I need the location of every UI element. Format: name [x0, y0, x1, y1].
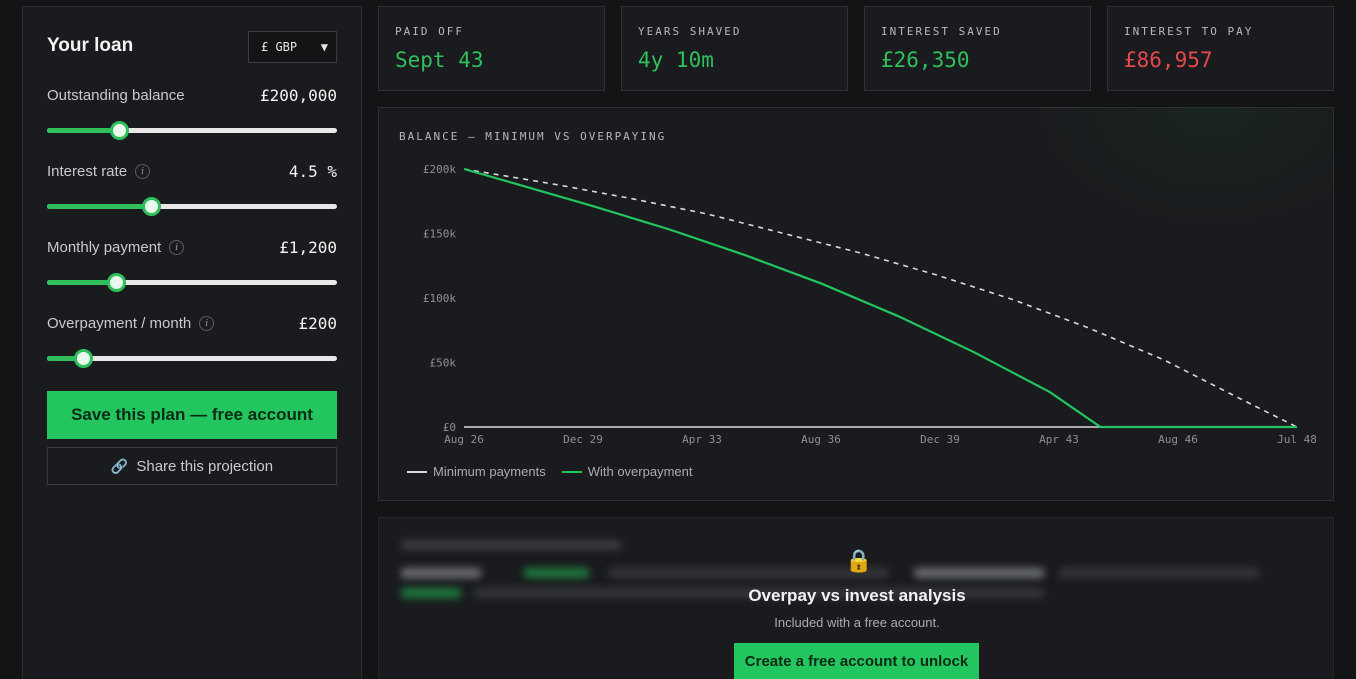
slider-fill [47, 128, 120, 133]
x-tick-label: Apr 43 [1039, 433, 1079, 446]
stat-paid-off: PAID OFF Sept 43 [378, 6, 605, 91]
legend-item-overpayment: With overpayment [561, 464, 693, 479]
loan-panel: Your loan £ GBP ▼ Outstanding balance £2… [22, 6, 362, 679]
x-tick-label: Aug 36 [801, 433, 841, 446]
blurred-content [474, 588, 1044, 598]
interest-rate-label: Interest rate i [47, 163, 151, 180]
locked-subtitle: Included with a free account. [774, 615, 940, 630]
currency-value: £ GBP [261, 40, 298, 54]
y-tick-label: £200k [423, 163, 456, 176]
outstanding-balance-label: Outstanding balance [47, 87, 185, 104]
slider-fill [47, 280, 117, 285]
stat-label: YEARS SHAVED [638, 25, 742, 38]
currency-select[interactable]: £ GBP ▼ [248, 31, 337, 63]
series-line-overpayment [463, 167, 1297, 429]
balance-chart: £0 £50k £100k £150k £200k Aug 26 Dec 29 Apr 33 A… [423, 163, 1317, 446]
y-tick-label: £150k [423, 228, 456, 241]
share-projection-button[interactable]: 🔗 Share this projection [47, 447, 337, 485]
x-tick-label: Apr 33 [682, 433, 722, 446]
create-account-button[interactable]: Create a free account to unlock [734, 643, 979, 679]
y-tick-label: £50k [430, 357, 457, 370]
y-tick-label: £0 [443, 421, 456, 434]
legend-item-minimum: Minimum payments [407, 464, 546, 479]
stat-interest-saved: INTEREST SAVED £26,350 [864, 6, 1091, 91]
overpayment-slider[interactable] [47, 349, 337, 368]
locked-title: Overpay vs invest analysis [748, 586, 966, 605]
stat-label: PAID OFF [395, 25, 464, 38]
slider-fill [47, 204, 152, 209]
lock-icon: 🔒 [845, 548, 873, 573]
locked-analysis-card: 🔒 Overpay vs invest analysis Included wi… [378, 517, 1334, 679]
outstanding-balance-slider[interactable] [47, 121, 337, 140]
loan-panel-title: Your loan [47, 35, 134, 56]
balance-chart-card: BALANCE — MINIMUM VS OVERPAYING £0 £50k £1… [378, 107, 1334, 501]
blurred-content [609, 568, 889, 578]
outstanding-balance-value: £200,000 [259, 86, 337, 105]
stat-value: £26,350 [881, 48, 970, 72]
interest-rate-text: Interest rate [47, 163, 128, 180]
stat-label: INTEREST TO PAY [1124, 25, 1254, 38]
x-tick-label: Jul 48 [1277, 433, 1317, 446]
legend-swatch [407, 470, 427, 473]
monthly-payment-text: Monthly payment [47, 239, 162, 256]
interest-rate-slider[interactable] [47, 197, 337, 216]
slider-handle[interactable] [141, 197, 161, 216]
share-projection-label: Share this projection [136, 457, 274, 475]
series-line-minimum [463, 168, 1298, 428]
save-plan-button[interactable]: Save this plan — free account [47, 391, 337, 439]
interest-rate-value: 4.5 % [288, 162, 337, 181]
slider-fill [47, 356, 84, 361]
outstanding-balance-text: Outstanding balance [47, 87, 185, 104]
monthly-payment-value: £1,200 [279, 238, 337, 257]
blurred-content [1059, 568, 1259, 578]
x-tick-label: Aug 46 [1158, 433, 1198, 446]
overpayment-text: Overpayment / month [47, 315, 192, 332]
y-tick-label: £100k [423, 292, 456, 305]
stat-interest-to-pay: INTEREST TO PAY £86,957 [1107, 6, 1334, 91]
chart-title: BALANCE — MINIMUM VS OVERPAYING [399, 130, 667, 143]
info-icon[interactable]: i [135, 164, 151, 179]
overpayment-label: Overpayment / month i [47, 315, 215, 332]
legend-label: With overpayment [587, 464, 693, 479]
blurred-content [524, 568, 589, 578]
blurred-content [401, 588, 461, 598]
legend-label: Minimum payments [433, 464, 546, 479]
info-icon[interactable]: i [169, 240, 185, 255]
stat-value: 4y 10m [638, 48, 714, 72]
info-icon[interactable]: i [199, 316, 215, 331]
chart-legend: Minimum payments With overpayment [407, 464, 692, 479]
stat-label: INTEREST SAVED [881, 25, 1002, 38]
slider-handle[interactable] [107, 273, 127, 292]
blurred-content [401, 568, 481, 578]
link-icon: 🔗 [110, 457, 129, 474]
stat-value: £86,957 [1124, 48, 1213, 72]
slider-handle[interactable] [73, 349, 93, 368]
blurred-content [914, 568, 1044, 578]
x-tick-label: Aug 26 [444, 433, 484, 446]
monthly-payment-label: Monthly payment i [47, 239, 185, 256]
x-tick-label: Dec 39 [920, 433, 960, 446]
legend-swatch [561, 470, 582, 473]
overpayment-value: £200 [298, 314, 337, 333]
stat-years-shaved: YEARS SHAVED 4y 10m [621, 6, 848, 91]
monthly-payment-slider[interactable] [47, 273, 337, 292]
stat-value: Sept 43 [395, 48, 484, 72]
slider-handle[interactable] [110, 121, 129, 140]
chevron-down-icon: ▼ [320, 40, 328, 54]
x-tick-label: Dec 29 [563, 433, 603, 446]
blurred-content [401, 540, 621, 550]
